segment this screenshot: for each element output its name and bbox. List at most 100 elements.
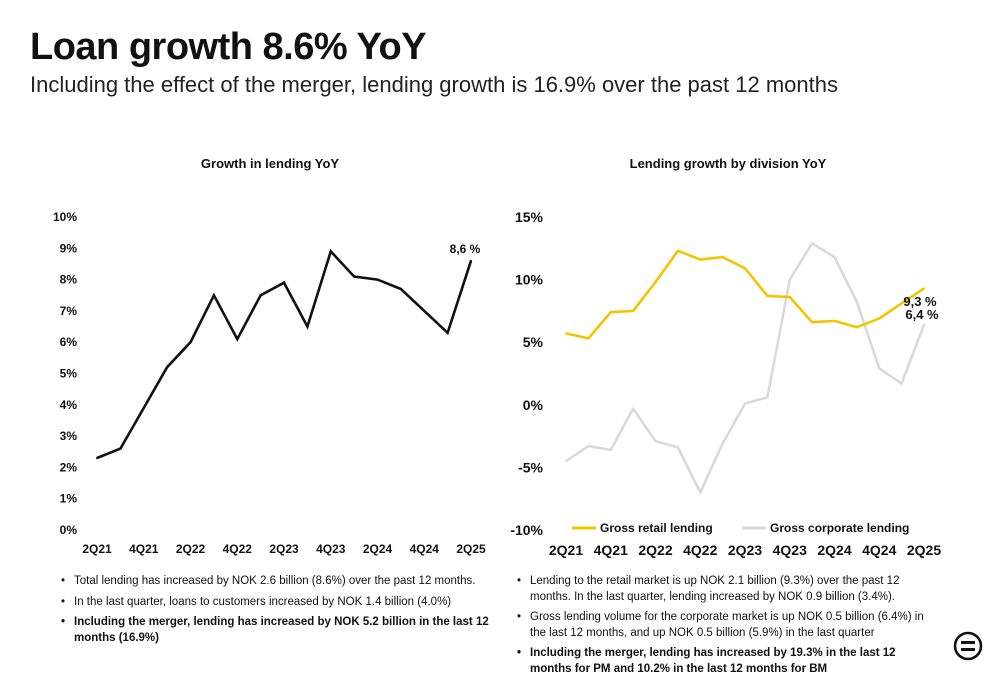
right-corporate-point bbox=[900, 382, 903, 385]
right-retail-point bbox=[676, 249, 679, 252]
left-data-point bbox=[283, 281, 285, 284]
right-x-tick-label: 2Q23 bbox=[728, 542, 762, 558]
right-corporate-point bbox=[766, 396, 769, 399]
right-retail-point bbox=[744, 267, 746, 270]
left-end-data-label: 8,6 % bbox=[450, 242, 481, 256]
right-y-tick-label: 10% bbox=[515, 272, 544, 288]
right-x-tick-label: 2Q24 bbox=[817, 542, 851, 558]
left-x-tick-label: 2Q22 bbox=[176, 542, 206, 556]
legend-retail-label: Gross retail lending bbox=[600, 521, 713, 535]
left-data-point bbox=[376, 278, 379, 281]
right-retail-point bbox=[587, 337, 590, 340]
left-data-point bbox=[423, 309, 426, 312]
left-x-tick-label: 2Q21 bbox=[82, 542, 112, 556]
left-data-point bbox=[212, 294, 215, 297]
right-x-tick-label: 2Q21 bbox=[549, 542, 583, 558]
right-retail-point bbox=[609, 311, 612, 314]
right-retail-point bbox=[654, 281, 657, 284]
right-retail-point bbox=[833, 319, 836, 322]
right-y-tick-label: -10% bbox=[510, 522, 543, 538]
right-retail-point bbox=[811, 321, 814, 324]
right-corporate-point bbox=[744, 402, 746, 405]
left-chart-title: Growth in lending YoY bbox=[200, 156, 340, 171]
left-x-tick-label: 2Q25 bbox=[456, 542, 486, 556]
right-retail-point bbox=[788, 296, 791, 299]
left-y-tick-label: 10% bbox=[53, 210, 77, 224]
right-corporate-point bbox=[833, 256, 836, 259]
left-data-point bbox=[166, 366, 169, 369]
left-bullet-2: In the last quarter, loans to customers … bbox=[58, 595, 498, 611]
right-chart-title: Lending growth by division YoY bbox=[629, 156, 827, 171]
right-corporate-point bbox=[699, 491, 702, 494]
right-retail-point bbox=[900, 302, 903, 305]
left-data-point bbox=[446, 331, 449, 334]
right-retail-point bbox=[923, 287, 925, 290]
left-x-tick-label: 4Q24 bbox=[410, 542, 440, 556]
right-retail-point bbox=[632, 309, 635, 312]
left-y-tick-label: 1% bbox=[60, 492, 78, 506]
right-corporate-point bbox=[788, 278, 791, 281]
right-y-tick-label: -5% bbox=[518, 459, 543, 475]
right-bullet-3: Including the merger, lending has increa… bbox=[514, 646, 934, 677]
right-corporate-point bbox=[923, 323, 925, 326]
right-corporate-point bbox=[587, 445, 590, 448]
left-y-tick-label: 0% bbox=[60, 523, 78, 537]
right-bullet-list: Lending to the retail market is up NOK 2… bbox=[514, 574, 934, 682]
left-data-point bbox=[259, 294, 262, 297]
right-x-tick-label: 4Q23 bbox=[773, 542, 807, 558]
left-data-point bbox=[142, 406, 145, 409]
left-bullet-list: Total lending has increased by NOK 2.6 b… bbox=[58, 574, 498, 651]
left-y-tick-label: 7% bbox=[60, 304, 78, 318]
right-x-tick-label: 4Q22 bbox=[683, 542, 717, 558]
right-corporate-end-label: 6,4 % bbox=[905, 307, 939, 322]
right-y-tick-label: 0% bbox=[523, 397, 544, 413]
left-x-tick-label: 4Q22 bbox=[223, 542, 253, 556]
equals-circle-logo-icon bbox=[953, 631, 983, 661]
right-y-tick-label: 15% bbox=[515, 209, 544, 225]
left-x-tick-label: 4Q21 bbox=[129, 542, 159, 556]
left-y-tick-label: 6% bbox=[60, 335, 78, 349]
left-data-point bbox=[329, 250, 332, 253]
left-data-point bbox=[470, 259, 472, 262]
right-retail-end-label: 9,3 % bbox=[903, 294, 937, 309]
right-retail-point bbox=[721, 256, 724, 259]
legend-corporate-label: Gross corporate lending bbox=[770, 521, 909, 535]
right-corporate-point bbox=[855, 301, 858, 304]
left-bullet-3: Including the merger, lending has increa… bbox=[58, 615, 498, 646]
left-y-tick-label: 2% bbox=[60, 460, 78, 474]
right-corporate-point bbox=[878, 367, 881, 370]
left-x-tick-label: 2Q23 bbox=[269, 542, 299, 556]
left-data-point bbox=[399, 287, 402, 290]
right-corporate-point bbox=[565, 460, 567, 463]
right-corporate-point bbox=[609, 448, 612, 451]
right-retail-line bbox=[565, 249, 925, 340]
right-y-tick-label: 5% bbox=[523, 334, 544, 350]
right-x-tick-label: 4Q24 bbox=[862, 542, 896, 558]
left-x-tick-label: 4Q23 bbox=[316, 542, 346, 556]
right-corporate-point bbox=[721, 442, 724, 445]
right-corporate-point bbox=[632, 407, 635, 410]
right-retail-point bbox=[565, 332, 567, 335]
left-data-point bbox=[306, 325, 309, 328]
left-y-tick-label: 9% bbox=[60, 241, 78, 255]
page-subtitle: Including the effect of the merger, lend… bbox=[30, 72, 838, 97]
left-y-tick-label: 5% bbox=[60, 367, 78, 381]
left-data-point bbox=[96, 457, 98, 460]
right-bullet-2: Gross lending volume for the corporate m… bbox=[514, 610, 934, 641]
right-corporate-line bbox=[565, 242, 926, 494]
left-bullet-1: Total lending has increased by NOK 2.6 b… bbox=[58, 574, 498, 590]
page-title: Loan growth 8.6% YoY bbox=[30, 26, 427, 68]
right-x-tick-label: 4Q21 bbox=[594, 542, 628, 558]
left-data-point bbox=[236, 338, 239, 341]
right-corporate-point bbox=[811, 242, 814, 245]
right-retail-point bbox=[766, 294, 769, 297]
left-x-tick-label: 2Q24 bbox=[363, 542, 393, 556]
left-y-tick-label: 8% bbox=[60, 273, 78, 287]
right-corporate-point bbox=[676, 446, 679, 449]
right-retail-point bbox=[878, 317, 881, 320]
right-x-tick-label: 2Q22 bbox=[638, 542, 672, 558]
right-corporate-point bbox=[654, 440, 657, 443]
right-retail-point bbox=[855, 326, 858, 329]
